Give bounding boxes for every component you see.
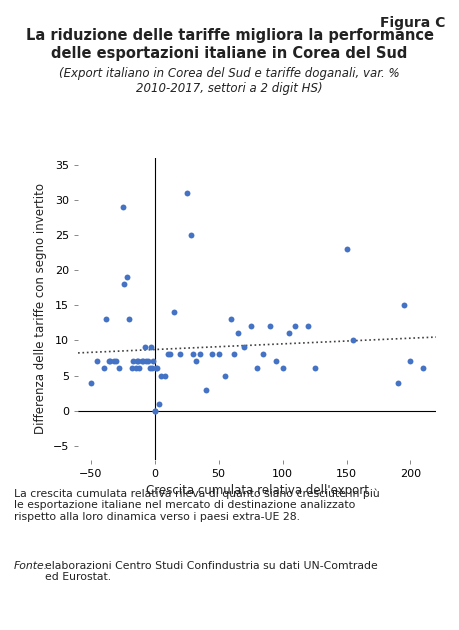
Point [311,364,318,374]
Point [241,342,248,352]
Point [146,364,153,374]
Point [141,342,148,352]
Point [152,364,160,374]
Point [190,350,197,360]
Point [343,244,350,254]
Point [138,357,146,367]
Point [120,279,128,289]
Point [230,350,238,360]
Point [273,357,280,367]
Text: (Export italiano in Corea del Sud e tariffe doganali, var. %
2010-2017, settori : (Export italiano in Corea del Sud e tari… [59,67,400,95]
Point [151,406,158,416]
Point [134,357,142,367]
Point [164,350,171,360]
Point [115,364,123,374]
Text: Figura C: Figura C [380,16,445,30]
Point [133,357,140,367]
Point [87,377,95,387]
Point [177,350,184,360]
Point [161,370,168,381]
Y-axis label: Differenza delle tariffe con segno invertito: Differenza delle tariffe con segno inver… [34,183,47,434]
Point [145,357,152,367]
Point [349,335,357,345]
Point [234,328,241,338]
Point [113,357,120,367]
Point [260,350,267,360]
Text: Fonte:: Fonte: [14,561,48,571]
Point [154,364,161,374]
Point [196,350,203,360]
Point [140,357,147,367]
Point [400,300,408,310]
Point [221,370,229,381]
Point [202,384,210,394]
Point [128,364,135,374]
Point [292,321,299,331]
Point [228,314,235,324]
Point [420,364,427,374]
Point [106,357,114,367]
Point [247,321,254,331]
Point [279,364,286,374]
Point [170,307,178,318]
Point [102,314,110,324]
Point [285,328,293,338]
Point [304,321,312,331]
Point [157,370,165,381]
Point [142,357,150,367]
Point [151,406,158,416]
Point [266,321,274,331]
Point [149,364,156,374]
Point [394,377,401,387]
Point [192,357,199,367]
Point [129,357,137,367]
Point [136,364,143,374]
Text: La riduzione delle tariffe migliora la performance
delle esportazioni italiane i: La riduzione delle tariffe migliora la p… [26,28,433,60]
Point [105,357,112,367]
Point [132,364,139,374]
Point [123,272,130,282]
Point [155,399,162,409]
Point [125,314,133,324]
Point [150,357,157,367]
X-axis label: Crescita cumulata relativa dell'export: Crescita cumulata relativa dell'export [146,484,369,498]
Point [183,188,190,198]
Text: elaborazioni Centro Studi Confindustria su dati UN-Comtrade
ed Eurostat.: elaborazioni Centro Studi Confindustria … [45,561,377,582]
Point [147,342,155,352]
Point [407,357,414,367]
Point [167,350,174,360]
Point [110,357,118,367]
Text: La crescita cumulata relativa rileva di quanto siano cresciute in più
le esporta: La crescita cumulata relativa rileva di … [14,488,380,522]
Point [100,364,107,374]
Point [253,364,261,374]
Point [94,357,101,367]
Point [119,202,127,212]
Point [208,350,216,360]
Point [187,230,194,240]
Point [215,350,222,360]
